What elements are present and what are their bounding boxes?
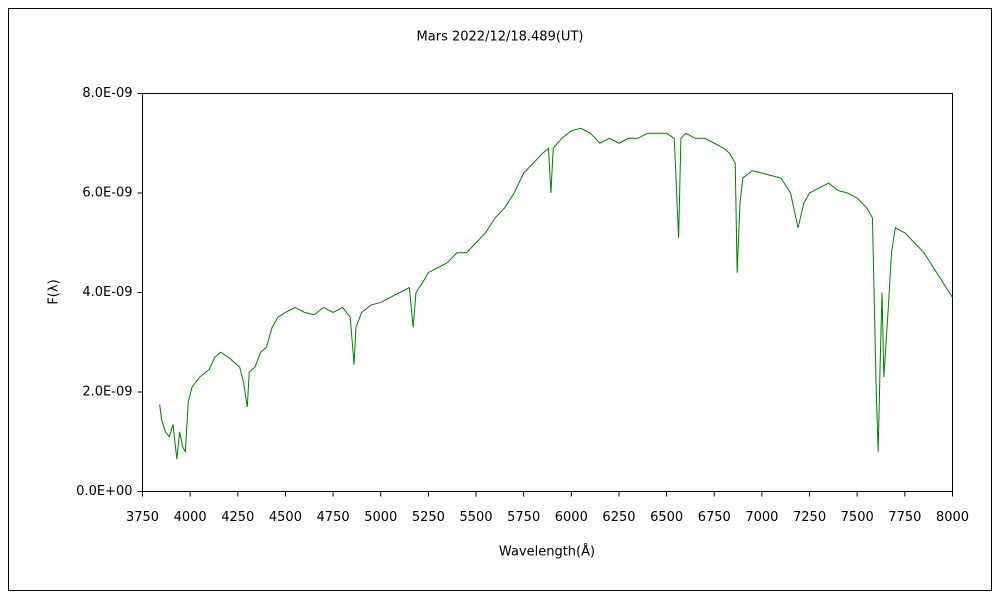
x-tick-label: 7250 xyxy=(793,510,826,525)
x-tick-label: 4250 xyxy=(221,510,254,525)
y-tick-label: 8.0E-09 xyxy=(82,86,132,101)
y-tick-label: 6.0E-09 xyxy=(82,186,132,201)
x-tick-label: 6500 xyxy=(650,510,683,525)
x-tick-label: 7750 xyxy=(888,510,921,525)
x-axis-label: Wavelength(Å) xyxy=(499,544,595,560)
x-tick-label: 6750 xyxy=(698,510,731,525)
x-tick-label: 5500 xyxy=(459,510,492,525)
x-tick-label: 4000 xyxy=(174,510,207,525)
spectrum-line xyxy=(159,127,953,460)
x-tick-label: 5750 xyxy=(507,510,540,525)
chart-title: Mars 2022/12/18.489(UT) xyxy=(417,30,584,45)
y-tick-label: 0.0E+00 xyxy=(76,484,132,499)
x-tick-label: 3750 xyxy=(126,510,159,525)
y-tick-label: 4.0E-09 xyxy=(82,285,132,300)
y-axis-label: F(λ) xyxy=(47,279,62,304)
x-tick-label: 6000 xyxy=(555,510,588,525)
x-tick-label: 5250 xyxy=(412,510,445,525)
x-tick-label: 4500 xyxy=(269,510,302,525)
x-tick-label: 6250 xyxy=(602,510,635,525)
x-tick-label: 7500 xyxy=(841,510,874,525)
y-tick-label: 2.0E-09 xyxy=(82,385,132,400)
x-tick-label: 8000 xyxy=(936,510,969,525)
plot-area xyxy=(142,93,953,492)
x-tick-label: 5000 xyxy=(364,510,397,525)
x-tick-label: 4750 xyxy=(317,510,350,525)
x-tick-label: 7000 xyxy=(745,510,778,525)
